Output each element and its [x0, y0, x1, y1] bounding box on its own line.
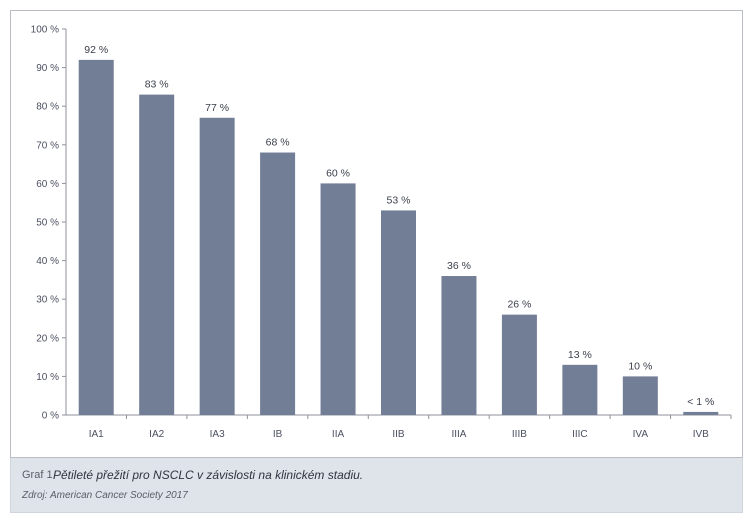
bar-iia	[320, 183, 356, 415]
x-tick-label: IA2	[149, 429, 164, 440]
bar-ia2	[139, 94, 175, 416]
value-label: 26 %	[507, 299, 531, 311]
y-tick-label: 40 %	[36, 256, 59, 267]
bar-iiia	[441, 276, 477, 415]
y-tick-label: 20 %	[36, 333, 59, 344]
x-tick-label: IB	[273, 429, 283, 440]
y-tick-label: 80 %	[36, 102, 59, 113]
value-label: 83 %	[145, 79, 169, 91]
caption-title: Pětileté přežití pro NSCLC v závislosti …	[53, 468, 364, 482]
bar-ia1	[78, 59, 114, 415]
x-tick-label: IVA	[633, 429, 649, 440]
value-label: 77 %	[205, 102, 229, 114]
labels: 0 % 10 % 20 % 30 % 40 % 50 % 60 % 70 % 80 % 90 % 1…	[31, 25, 715, 441]
x-tick-label: IA3	[210, 429, 225, 440]
y-tick-label: 0 %	[42, 411, 59, 422]
bar-ia3	[199, 117, 235, 415]
bars	[78, 59, 719, 416]
x-tick-label: IIIC	[572, 429, 588, 440]
bar-ivb	[683, 411, 719, 415]
value-label: 68 %	[266, 137, 290, 149]
caption-label: Graf 1	[22, 469, 53, 481]
x-tick-label: IIB	[392, 429, 405, 440]
value-label: 36 %	[447, 260, 471, 272]
bar-iiib	[501, 314, 537, 415]
figure-caption: Graf 1 Pětileté přežití pro NSCLC v závi…	[10, 458, 743, 513]
value-label: 60 %	[326, 167, 350, 179]
y-tick-label: 50 %	[36, 218, 59, 229]
bar-chart: 0 % 10 % 20 % 30 % 40 % 50 % 60 % 70 % 80 % 90 % 1…	[31, 25, 732, 441]
value-label: 92 %	[84, 44, 108, 56]
y-tick-label: 70 %	[36, 140, 59, 151]
bar-ib	[260, 152, 296, 415]
value-label: 53 %	[387, 194, 411, 206]
x-tick-label: IIIA	[451, 429, 466, 440]
chart-frame: 0 % 10 % 20 % 30 % 40 % 50 % 60 % 70 % 80 % 90 % 1…	[10, 10, 743, 458]
axes	[62, 28, 732, 419]
x-tick-label: IIA	[332, 429, 345, 440]
x-tick-label: IVB	[693, 429, 709, 440]
value-label: 13 %	[568, 349, 592, 361]
x-tick-label: IA1	[89, 429, 104, 440]
value-label: < 1 %	[687, 396, 714, 408]
value-label: 10 %	[628, 360, 652, 372]
y-tick-label: 90 %	[36, 63, 59, 74]
y-tick-label: 30 %	[36, 295, 59, 306]
caption-source: Zdroj: American Cancer Society 2017	[22, 490, 188, 501]
bar-iib	[381, 210, 416, 415]
bar-iiic	[562, 364, 598, 415]
x-tick-label: IIIB	[512, 429, 527, 440]
y-tick-label: 100 %	[31, 25, 59, 36]
y-tick-label: 10 %	[36, 372, 59, 383]
bar-iva	[622, 376, 658, 415]
y-tick-label: 60 %	[36, 179, 59, 190]
